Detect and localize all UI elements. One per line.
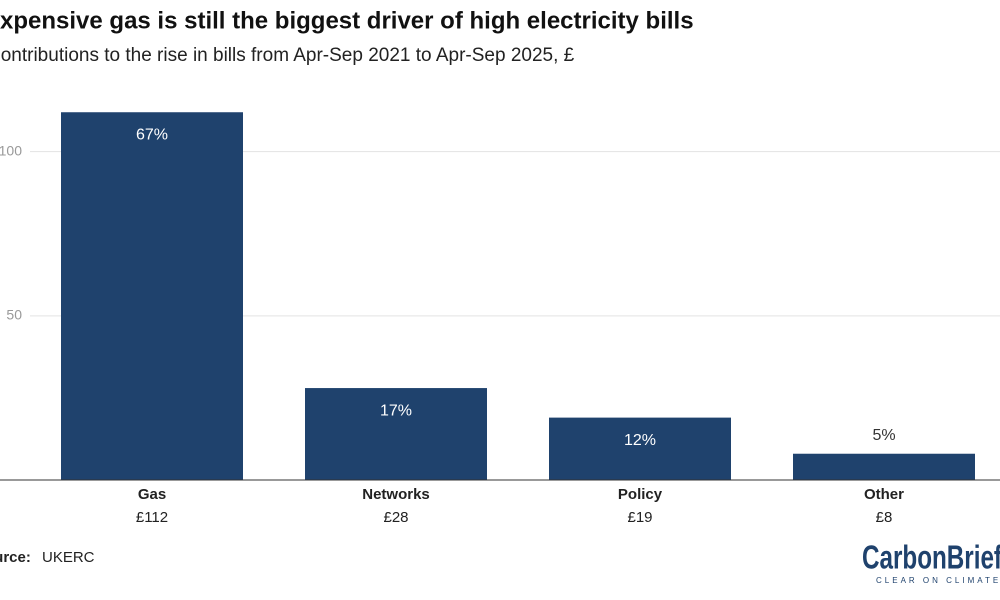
value-label: £112 — [136, 509, 168, 526]
value-label: £19 — [627, 509, 652, 526]
bar — [61, 112, 243, 481]
y-tick-label: 50 — [6, 307, 22, 323]
x-tick-label: Policy — [618, 486, 663, 503]
y-tick-label: 100 — [0, 142, 22, 158]
share-label: 12% — [624, 432, 656, 449]
share-label: 17% — [380, 402, 412, 419]
logo-tagline: CLEAR ON CLIMATE — [876, 576, 1000, 585]
chart-subtitle: Contributions to the rise in bills from … — [0, 45, 575, 66]
logo: CarbonBrief — [862, 539, 1000, 576]
x-tick-label: Networks — [362, 486, 430, 503]
share-label: 67% — [136, 126, 168, 143]
bar — [305, 388, 487, 480]
chart-title: Expensive gas is still the biggest drive… — [0, 7, 694, 34]
bar — [793, 453, 975, 480]
x-tick-label: Gas — [138, 486, 166, 503]
value-label: £28 — [383, 509, 408, 526]
x-tick-label: Other — [864, 486, 904, 503]
source: UKERC — [42, 549, 95, 566]
value-label: £8 — [876, 509, 893, 526]
source-label: Source: — [0, 549, 31, 566]
share-label: 5% — [872, 427, 895, 444]
bar — [549, 417, 731, 480]
